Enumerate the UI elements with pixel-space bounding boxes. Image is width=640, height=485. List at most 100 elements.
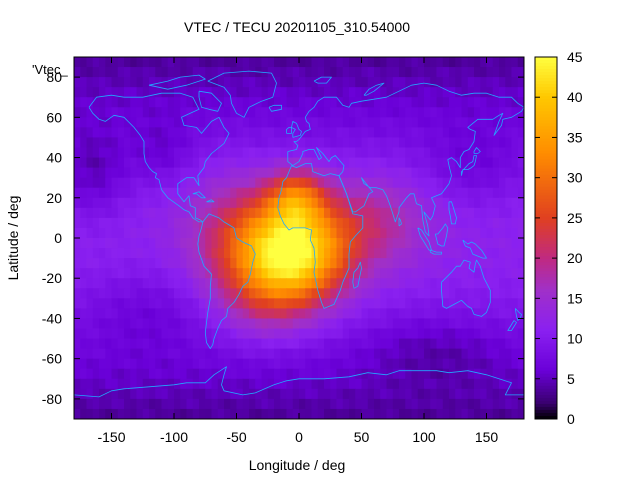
heatmap-cell [99,348,106,360]
heatmap-cell [111,298,119,309]
heatmap-cell [305,328,313,340]
heatmap-cell [167,308,175,320]
heatmap-cell [499,207,506,219]
heatmap-cell [174,238,181,249]
heatmap-cell [336,187,344,199]
heatmap-cell [449,197,456,209]
heatmap-cell [511,97,519,108]
heatmap-cell [167,87,175,98]
colorbar-swatch [535,78,557,82]
heatmap-cell [174,137,181,149]
heatmap-cell [261,338,269,350]
heatmap-cell [386,408,394,419]
heatmap-cell [249,368,256,380]
heatmap-cell [211,288,219,299]
heatmap-cell [399,117,406,128]
heatmap-cell [167,388,175,400]
colorbar-swatch [535,394,557,399]
heatmap-cell [305,177,313,189]
heatmap-cell [111,197,119,209]
heatmap-cell [367,268,375,279]
heatmap-cell [217,238,225,249]
heatmap-cell [299,67,306,78]
colorbar-swatch [535,138,557,142]
heatmap-cell [149,388,156,400]
heatmap-cell [292,117,300,128]
heatmap-cell [511,348,519,360]
heatmap-cell [324,97,331,108]
heatmap-cell [192,127,200,139]
heatmap-cell [392,217,400,229]
heatmap-cell [99,258,106,269]
colorbar-swatch [535,310,557,314]
heatmap-cell [236,117,244,128]
heatmap-cell [161,298,169,309]
heatmap-cell [186,298,194,309]
heatmap-cell [161,177,169,189]
heatmap-cell [267,288,275,299]
heatmap-cell [286,137,294,149]
heatmap-cell [517,298,524,309]
heatmap-cell [199,388,206,400]
heatmap-cell [280,97,288,108]
heatmap-cell [449,398,456,410]
heatmap-cell [486,147,494,159]
colorbar-swatch [535,69,557,73]
heatmap-cell [130,258,138,269]
heatmap-cell [286,248,294,259]
heatmap-cell [361,278,369,289]
heatmap-cell [355,207,363,219]
heatmap-cell [211,227,219,239]
heatmap-cell [317,278,325,289]
heatmap-cell [417,127,425,139]
heatmap-cell [499,217,506,229]
heatmap-cell [517,227,524,239]
heatmap-cell [486,217,494,229]
heatmap-cell [430,117,438,128]
heatmap-cell [136,338,144,350]
heatmap-cell [317,127,325,139]
heatmap-cell [117,157,125,169]
heatmap-cell [324,107,331,118]
heatmap-cell [74,107,81,118]
heatmap-cell [324,248,331,259]
heatmap-cell [217,177,225,189]
heatmap-cell [486,248,494,259]
heatmap-cell [130,298,138,309]
heatmap-cell [205,67,213,78]
heatmap-cell [349,127,356,139]
heatmap-cell [442,328,450,340]
heatmap-cell [217,57,225,68]
heatmap-cell [105,358,113,370]
heatmap-cell [274,177,281,189]
heatmap-cell [405,197,413,209]
heatmap-cell [236,167,244,179]
heatmap-cell [199,117,206,128]
heatmap-cell [180,57,188,68]
heatmap-cell [386,328,394,340]
heatmap-cell [486,318,494,330]
heatmap-cell [380,248,388,259]
heatmap-cell [161,398,169,410]
heatmap-cell [449,248,456,259]
heatmap-cell [261,137,269,149]
heatmap-cell [224,217,231,229]
heatmap-cell [342,308,350,320]
heatmap-cell [249,388,256,400]
heatmap-cell [399,298,406,309]
heatmap-cell [274,67,281,78]
heatmap-cell [274,97,281,108]
heatmap-cell [255,57,263,68]
heatmap-cell [174,248,181,259]
coastline-south-america [197,213,256,349]
heatmap-cell [161,288,169,299]
colorbar-swatch [535,192,557,197]
heatmap-cell [249,288,256,299]
heatmap-cell [167,258,175,269]
heatmap-cell [455,318,463,330]
heatmap-cell [155,368,163,380]
heatmap-cell [461,328,469,340]
colorbar-swatch [535,241,557,245]
heatmap-cell [449,157,456,169]
heatmap-cell [349,107,356,118]
